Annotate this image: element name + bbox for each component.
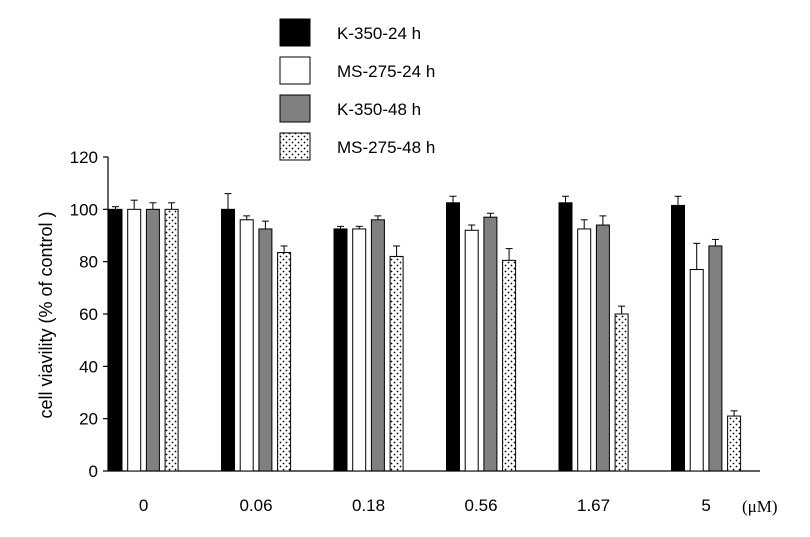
legend: K-350-24 h MS-275-24 h K-350-48 h MS-275-48… xyxy=(279,18,435,161)
legend-label: MS-275-48 h xyxy=(337,138,435,157)
x-axis-unit: (μM) xyxy=(742,497,778,516)
bar xyxy=(558,202,573,472)
bar xyxy=(727,415,742,472)
bar xyxy=(502,259,517,472)
bar xyxy=(352,228,367,472)
bar xyxy=(145,208,160,472)
y-tick-label: 20 xyxy=(79,410,98,429)
legend-swatch xyxy=(279,132,311,161)
y-axis-title: cell viavility (% of control ) xyxy=(36,211,56,418)
y-tick-label: 0 xyxy=(89,462,98,481)
bar xyxy=(708,245,723,472)
legend-label: K-350-24 h xyxy=(337,24,421,43)
bar xyxy=(221,208,235,472)
bar xyxy=(577,228,592,472)
bar xyxy=(389,255,404,472)
bar xyxy=(595,224,610,472)
bar xyxy=(614,313,629,472)
y-axis: 0 20 40 60 80 100 120 xyxy=(70,148,109,481)
y-tick-label: 100 xyxy=(70,200,98,219)
legend-swatch xyxy=(279,94,311,123)
x-tick-label: 0.56 xyxy=(465,496,498,515)
x-tick-label: 0 xyxy=(139,496,148,515)
bar xyxy=(108,208,123,472)
bar xyxy=(277,252,292,472)
bar xyxy=(689,269,704,472)
legend-label: MS-275-24 h xyxy=(337,62,435,81)
bar xyxy=(671,204,685,472)
bar xyxy=(464,229,479,472)
bar xyxy=(370,219,385,472)
legend-swatch xyxy=(279,56,311,85)
bar xyxy=(127,208,142,472)
bar xyxy=(483,216,498,472)
y-tick-label: 60 xyxy=(79,305,98,324)
bar xyxy=(164,208,179,472)
bar xyxy=(446,202,460,472)
bar xyxy=(239,219,254,472)
legend-label: K-350-48 h xyxy=(337,100,421,119)
y-tick-label: 120 xyxy=(70,148,98,167)
x-tick-label: 1.67 xyxy=(577,496,610,515)
bar xyxy=(258,228,273,472)
x-axis: 0 0.06 0.18 0.56 1.67 5 xyxy=(108,470,760,515)
y-tick-label: 80 xyxy=(79,253,98,272)
legend-swatch xyxy=(279,18,311,47)
bar xyxy=(333,228,348,472)
x-tick-label: 0.06 xyxy=(240,496,273,515)
x-tick-label: 0.18 xyxy=(352,496,385,515)
y-tick-label: 40 xyxy=(79,357,98,376)
bars xyxy=(108,193,742,472)
x-tick-label: 5 xyxy=(701,496,710,515)
